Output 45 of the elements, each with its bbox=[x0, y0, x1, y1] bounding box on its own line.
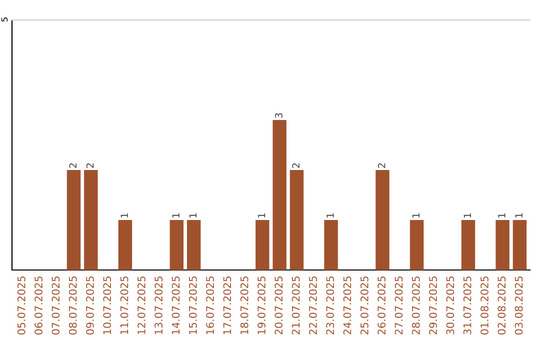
x-tick-label: 24.07.2025 bbox=[343, 276, 352, 334]
x-tick-label: 01.08.2025 bbox=[480, 276, 488, 335]
x-tick-label: 31.07.2025 bbox=[463, 276, 472, 334]
x-tick-label: 21.07.2025 bbox=[292, 276, 300, 334]
x-tick-label: 23.07.2025 bbox=[326, 276, 334, 334]
x-tick-label: 18.07.2025 bbox=[240, 276, 248, 334]
x-tick-label: 19.07.2025 bbox=[258, 276, 266, 334]
x-tick-label: 15.07.2025 bbox=[188, 276, 197, 334]
data-label: 1 bbox=[326, 213, 334, 218]
x-tick-label: 08.07.2025 bbox=[68, 276, 77, 335]
x-tick-label: 27.07.2025 bbox=[394, 276, 403, 334]
x-tick-label: 14.07.2025 bbox=[172, 276, 180, 334]
data-label: 1 bbox=[464, 213, 471, 218]
data-label: 2 bbox=[69, 163, 76, 168]
x-tick-label: 10.07.2025 bbox=[103, 276, 112, 334]
x-tick-label: 17.07.2025 bbox=[223, 276, 232, 334]
x-tick-label: 20.07.2025 bbox=[274, 276, 283, 334]
data-label: 1 bbox=[172, 213, 180, 218]
x-tick-label: 09.07.2025 bbox=[86, 276, 94, 335]
x-tick-label: 25.07.2025 bbox=[360, 276, 368, 334]
data-label: 2 bbox=[86, 163, 94, 168]
x-tick-label: 03.08.2025 bbox=[514, 276, 523, 335]
x-tick-label: 05.07.2025 bbox=[17, 276, 26, 335]
x-tick-label: 12.07.2025 bbox=[138, 276, 146, 334]
data-label: 1 bbox=[189, 213, 196, 218]
x-tick-label: 16.07.2025 bbox=[206, 276, 214, 334]
data-label: 2 bbox=[292, 163, 300, 168]
data-label: 1 bbox=[412, 213, 420, 218]
x-tick-label: 06.07.2025 bbox=[34, 276, 42, 335]
x-tick-label: 07.07.2025 bbox=[52, 276, 60, 335]
x-tick-label: 29.07.2025 bbox=[429, 276, 437, 334]
data-label: 3 bbox=[275, 113, 282, 118]
x-tick-label: 26.07.2025 bbox=[378, 276, 386, 334]
x-tick-label: 30.07.2025 bbox=[446, 276, 454, 334]
data-label: 1 bbox=[515, 213, 522, 218]
data-label: 1 bbox=[258, 213, 266, 218]
x-tick-label: 13.07.2025 bbox=[154, 276, 163, 334]
x-tick-label: 11.07.2025 bbox=[120, 276, 128, 334]
x-tick-label: 02.08.2025 bbox=[498, 276, 506, 335]
data-label: 2 bbox=[378, 163, 386, 168]
x-tick-label: 22.07.2025 bbox=[309, 276, 317, 334]
x-tick-label: 28.07.2025 bbox=[412, 276, 420, 334]
data-label: 1 bbox=[120, 213, 128, 218]
data-label: 1 bbox=[498, 213, 506, 218]
y-tick-label: 5 bbox=[1, 18, 8, 22]
